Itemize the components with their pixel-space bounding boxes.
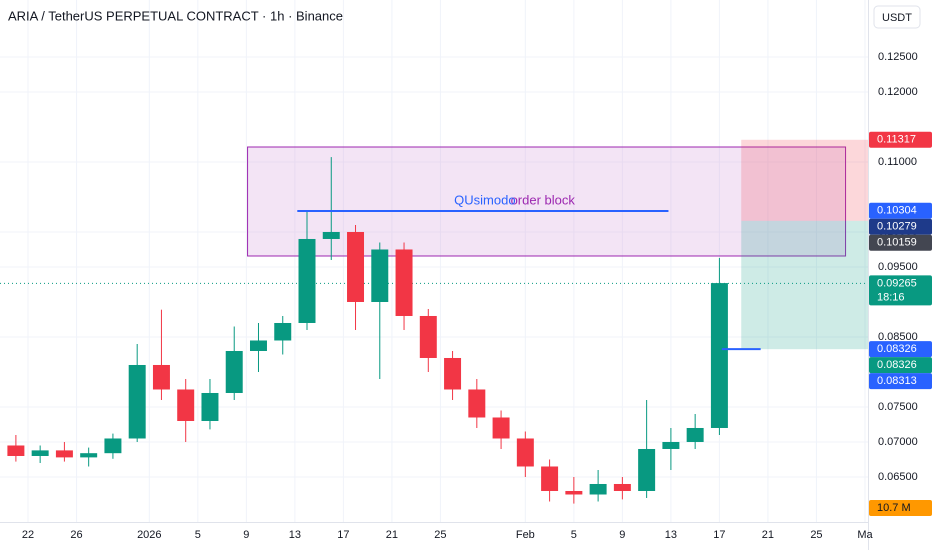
price-label: 0.08313 (877, 375, 917, 387)
order-block-label: order block (511, 192, 576, 207)
price-label-box (869, 218, 932, 235)
price-label-box (869, 373, 932, 390)
candle-body (686, 427, 704, 442)
candle-body (468, 389, 486, 418)
candle-body (444, 357, 462, 390)
candle-body (55, 450, 73, 458)
x-tick-label: 5 (195, 529, 201, 541)
currency-button[interactable] (873, 5, 921, 29)
currency[interactable]: USDT (882, 12, 912, 24)
price-label: 0.08326 (877, 359, 917, 371)
price-label-box (869, 341, 932, 358)
candle-body (225, 350, 243, 393)
chart-title: ARIA / TetherUS PERPETUAL CONTRACT · 1h … (8, 8, 343, 23)
x-tick-label: 17 (713, 529, 725, 541)
volume-label: 10.7 M (877, 502, 911, 514)
x-tick-label: 21 (762, 529, 774, 541)
target-zone (741, 220, 868, 350)
price-label-box (869, 131, 932, 148)
candle-body (419, 315, 437, 358)
x-tick-label: 21 (386, 529, 398, 541)
x-tick-label: 5 (571, 529, 577, 541)
price-label: 0.10304 (877, 205, 917, 217)
candle-body (613, 483, 631, 491)
volume-label-box (869, 500, 932, 516)
candle-body (492, 417, 510, 439)
stop-zone (741, 139, 868, 221)
candle-body (371, 249, 389, 302)
candle-body (638, 448, 656, 491)
candle-body (322, 231, 340, 239)
price-label: 0.08326 (877, 343, 917, 355)
candle-body (274, 322, 292, 341)
candle-body (541, 466, 559, 491)
candle-body (177, 389, 195, 421)
candle-body (152, 364, 170, 390)
price-label: 0.11317 (877, 134, 916, 146)
x-tick-label: 13 (665, 529, 677, 541)
y-tick-label: 0.12000 (878, 86, 918, 98)
price-label: 0.10279 (877, 221, 917, 233)
price-label-box (869, 275, 932, 306)
candle-body (7, 445, 25, 456)
y-tick-label: 0.07500 (878, 401, 918, 413)
y-tick-label: 0.12500 (878, 51, 918, 63)
candle-body (662, 441, 680, 449)
candle-body (298, 238, 316, 323)
x-tick-label: Ma (857, 529, 873, 541)
x-tick-label: 17 (337, 529, 349, 541)
candle-body (589, 483, 607, 495)
price-label-box (869, 234, 932, 251)
candle-body (80, 453, 98, 458)
y-tick-label: 0.09500 (878, 261, 918, 273)
candle-body (710, 283, 728, 428)
x-tick-label: 9 (619, 529, 625, 541)
countdown: 18:16 (877, 291, 905, 303)
qm-label: QUsimodo (454, 192, 515, 207)
candle-body (128, 364, 146, 439)
candle-body (347, 231, 365, 302)
y-tick-label: 0.07000 (878, 436, 918, 448)
candle-body (31, 450, 49, 456)
x-tick-label: 9 (243, 529, 249, 541)
price-label: 0.09265 (877, 277, 917, 289)
candle-body (249, 340, 267, 351)
price-label-box (869, 202, 932, 219)
x-tick-label: 26 (70, 529, 82, 541)
price-label: 0.10159 (877, 237, 917, 249)
candle-body (201, 392, 219, 421)
price-label-box (869, 357, 932, 374)
x-tick-label: Feb (516, 529, 535, 541)
x-tick-label: 22 (22, 529, 34, 541)
x-tick-label: 13 (289, 529, 301, 541)
candle-body (395, 249, 413, 316)
candle-body (565, 490, 583, 495)
candle-body (104, 438, 122, 454)
y-tick-label: 0.11000 (878, 156, 917, 168)
candle-body (516, 438, 534, 467)
y-tick-label: 0.08500 (878, 331, 918, 343)
y-tick-label: 0.06500 (878, 471, 918, 483)
x-tick-label: 25 (810, 529, 822, 541)
x-tick-label: 2026 (137, 529, 161, 541)
x-tick-label: 25 (434, 529, 446, 541)
